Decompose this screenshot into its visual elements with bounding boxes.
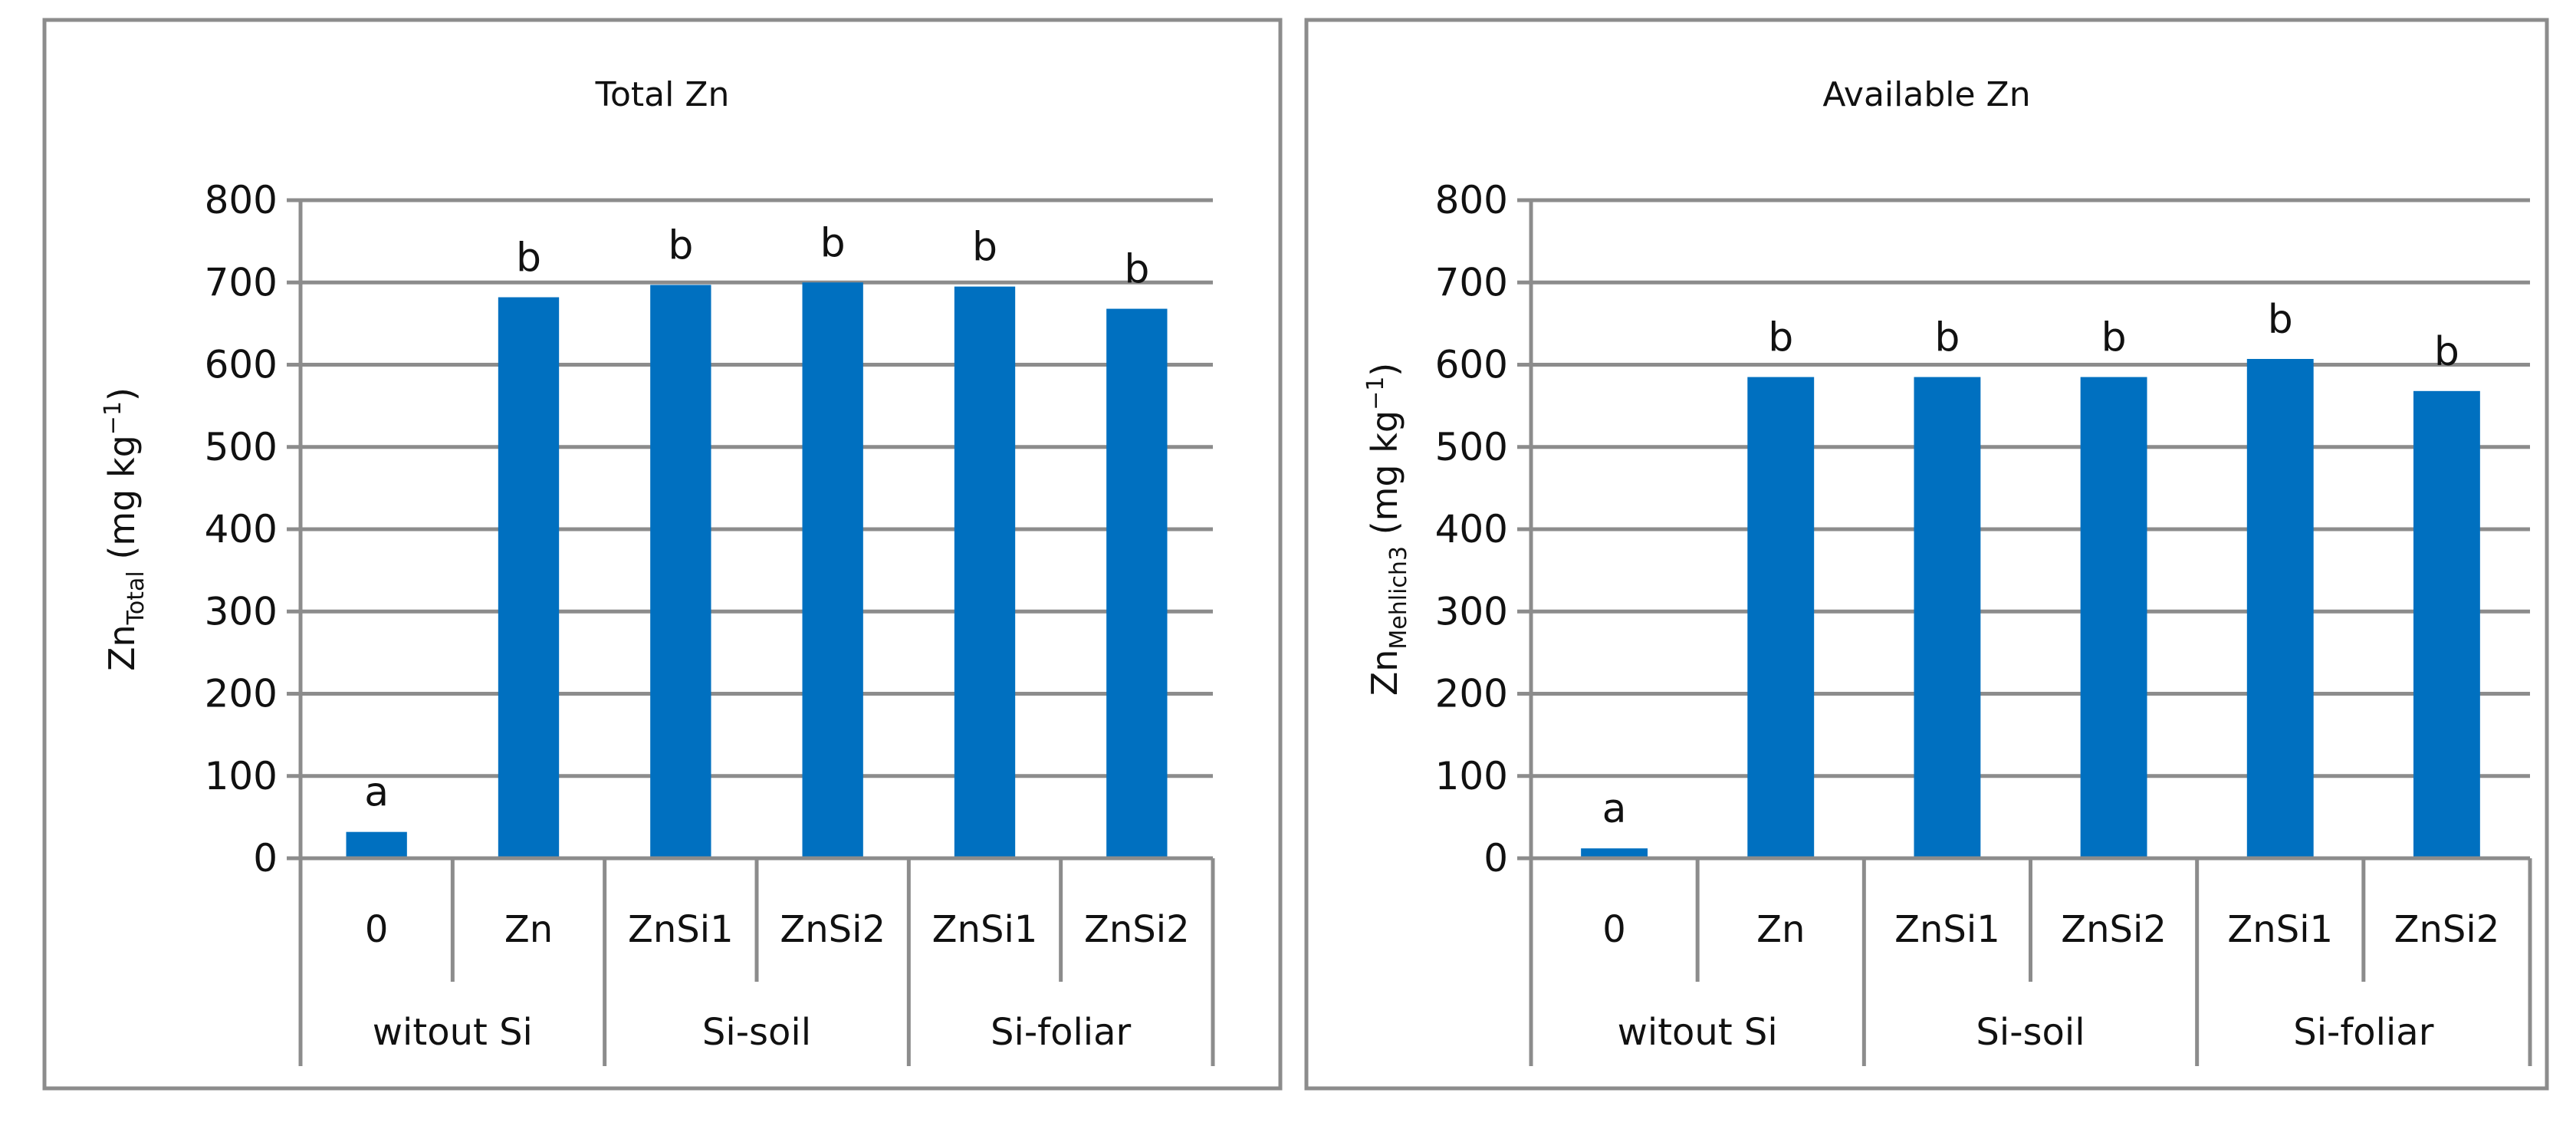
bar	[2080, 377, 2147, 858]
y-tick-label: 300	[205, 589, 278, 634]
category-label: ZnSi1	[1894, 908, 2000, 951]
y-tick-label: 800	[1435, 178, 1508, 222]
significance-letter: b	[972, 225, 997, 271]
group-label: Si-foliar	[2293, 1011, 2433, 1054]
bar	[2413, 390, 2480, 858]
y-label-sup: −1	[1362, 377, 1389, 410]
category-label: ZnSi1	[628, 908, 734, 951]
y-label-main: Zn	[1364, 650, 1405, 696]
significance-letter: b	[1934, 315, 1960, 361]
bar	[1747, 377, 1815, 858]
significance-letter: b	[2101, 315, 2127, 361]
bar	[1581, 848, 1648, 858]
group-label: Si-soil	[1976, 1011, 2085, 1054]
y-tick-label: 0	[253, 836, 278, 880]
y-tick-label: 800	[205, 178, 278, 222]
bar	[650, 285, 711, 858]
significance-letter: b	[2268, 297, 2293, 343]
bar	[2246, 358, 2314, 858]
y-tick-label: 400	[205, 507, 278, 551]
group-label: Si-foliar	[991, 1011, 1131, 1054]
y-label-unit: (mg kg	[1364, 410, 1405, 546]
y-tick-label: 500	[205, 425, 278, 469]
significance-letter: b	[516, 235, 541, 281]
category-label: 0	[365, 908, 389, 951]
category-label: Zn	[1756, 908, 1805, 951]
y-axis-label: ZnTotal (mg kg−1)	[100, 387, 150, 671]
category-label: 0	[1602, 908, 1626, 951]
y-label-sub: Mehlich3	[1385, 546, 1412, 650]
category-label: ZnSi2	[2394, 908, 2500, 951]
chart-title: Available Zn	[1822, 75, 2030, 114]
category-label: ZnSi1	[932, 908, 1038, 951]
y-tick-label: 600	[205, 343, 278, 387]
category-label: ZnSi1	[2227, 908, 2333, 951]
y-tick-label: 700	[1435, 260, 1508, 304]
chart-2: Available Zn0100200300400500600700800ZnM…	[1304, 18, 2549, 1091]
category-label: ZnSi2	[2061, 908, 2167, 951]
y-label-sub: Total	[123, 571, 150, 625]
bar	[498, 297, 560, 858]
y-label-close: )	[1364, 363, 1405, 377]
significance-letter: a	[364, 770, 389, 816]
bar	[346, 831, 407, 858]
category-label: ZnSi2	[1084, 908, 1190, 951]
y-tick-label: 100	[205, 754, 278, 798]
significance-letter: b	[2434, 329, 2459, 375]
category-label: ZnSi2	[780, 908, 886, 951]
y-tick-label: 700	[205, 260, 278, 304]
significance-letter: b	[668, 222, 693, 268]
significance-letter: b	[820, 220, 846, 266]
y-tick-label: 300	[1435, 589, 1508, 634]
y-tick-label: 200	[205, 672, 278, 716]
y-tick-label: 100	[1435, 754, 1508, 798]
y-tick-label: 400	[1435, 507, 1508, 551]
y-tick-label: 0	[1484, 836, 1508, 880]
significance-letter: a	[1602, 786, 1627, 832]
y-label-close: )	[101, 387, 143, 401]
bar	[954, 286, 1016, 858]
y-axis-label: ZnMehlich3 (mg kg−1)	[1362, 363, 1412, 696]
group-label: witout Si	[373, 1011, 533, 1054]
chart-title: Total Zn	[595, 75, 730, 114]
y-label-unit: (mg kg	[101, 435, 143, 571]
y-tick-label: 200	[1435, 672, 1508, 716]
y-tick-label: 500	[1435, 425, 1508, 469]
category-label: Zn	[504, 908, 553, 951]
bar	[1914, 377, 1981, 858]
significance-letter: b	[1768, 315, 1793, 361]
bar	[1106, 308, 1168, 858]
y-label-main: Zn	[101, 624, 143, 671]
group-label: witout Si	[1618, 1011, 1778, 1054]
group-label: Si-soil	[702, 1011, 811, 1054]
significance-letter: b	[1124, 247, 1149, 293]
y-label-sup: −1	[100, 401, 127, 435]
chart-1: Total Zn0100200300400500600700800ZnTotal…	[42, 18, 1283, 1091]
y-tick-label: 600	[1435, 343, 1508, 387]
bar	[802, 282, 863, 858]
